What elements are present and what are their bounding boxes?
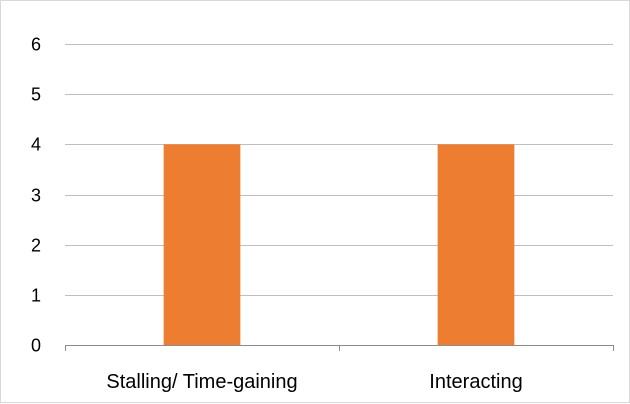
y-tick-label-0: 0 [31, 336, 41, 356]
y-tick-label-1: 1 [31, 286, 41, 306]
y-tick-label-5: 5 [31, 85, 41, 105]
y-tick-label-2: 2 [31, 236, 41, 256]
x-category-label-1: Stalling/ Time-gaining [106, 371, 297, 393]
bar-1 [163, 144, 241, 345]
bar-2 [437, 144, 515, 345]
axes [65, 345, 614, 351]
labels: 0 1 2 3 4 5 6 Stalling/ Time-gaining Interacting [31, 35, 523, 394]
bars [163, 144, 515, 345]
y-tick-label-4: 4 [31, 135, 41, 155]
y-tick-label-6: 6 [31, 35, 41, 55]
gridlines [65, 44, 613, 296]
x-category-label-2: Interacting [429, 371, 522, 393]
y-tick-label-3: 3 [31, 186, 41, 206]
